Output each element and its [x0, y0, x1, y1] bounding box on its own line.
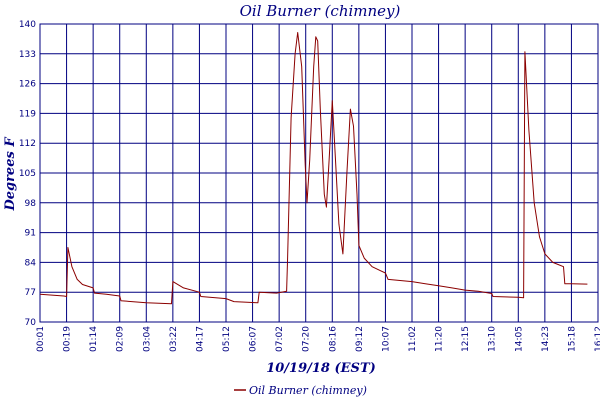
x-tick-label: 07:02	[275, 326, 285, 352]
y-tick-label: 126	[19, 80, 36, 90]
series-layer	[40, 33, 587, 304]
y-tick-label: 133	[19, 50, 36, 60]
x-tick-label: 10:07	[381, 326, 391, 352]
legend: Oil Burner (chimney)	[234, 384, 367, 397]
x-tick-label: 02:09	[116, 326, 126, 352]
x-tick-label: 04:17	[195, 326, 205, 352]
x-tick-label: 15:18	[567, 326, 577, 352]
y-tick-label: 112	[19, 139, 36, 149]
x-tick-label: 14:23	[541, 326, 551, 352]
x-tick-label: 09:12	[355, 326, 365, 352]
x-tick-label: 12:15	[461, 326, 471, 352]
x-tick-label: 01:14	[89, 326, 99, 352]
y-tick-labels: 70 77 84 91 98 105 112 119 126 133 140	[19, 20, 36, 328]
x-tick-label: 16:12	[594, 326, 600, 352]
x-tick-label: 13:10	[488, 326, 498, 352]
x-tick-label: 08:16	[328, 326, 338, 352]
series-line-oil-burner	[40, 33, 587, 304]
y-tick-label: 98	[25, 199, 37, 209]
y-axis-label: Degrees F	[3, 137, 18, 212]
x-tick-labels: 00:01 00:19 01:14 02:09 03:04 03:22 04:17 05:12…	[36, 326, 600, 352]
y-tick-label: 91	[25, 229, 36, 239]
x-tick-label: 00:01	[36, 326, 46, 352]
y-tick-label: 84	[25, 258, 37, 268]
x-tick-label: 03:04	[142, 326, 152, 352]
x-tick-label: 00:19	[63, 326, 73, 352]
x-tick-label: 11:02	[408, 326, 418, 352]
y-tick-label: 119	[19, 109, 36, 119]
y-tick-label: 70	[25, 318, 37, 328]
x-tick-label: 05:12	[222, 326, 232, 352]
x-tick-label: 11:20	[435, 326, 445, 352]
legend-entry-label: Oil Burner (chimney)	[249, 384, 367, 397]
x-axis-label: 10/19/18 (EST)	[266, 361, 376, 376]
x-tick-label: 03:22	[169, 326, 179, 352]
y-tick-label: 77	[25, 288, 36, 298]
x-tick-label: 07:20	[302, 326, 312, 352]
x-tick-label: 06:07	[249, 326, 259, 352]
chart-title: Oil Burner (chimney)	[240, 2, 401, 20]
x-tick-label: 14:05	[514, 326, 524, 352]
y-tick-label: 140	[19, 20, 36, 30]
y-tick-label: 105	[19, 169, 36, 179]
